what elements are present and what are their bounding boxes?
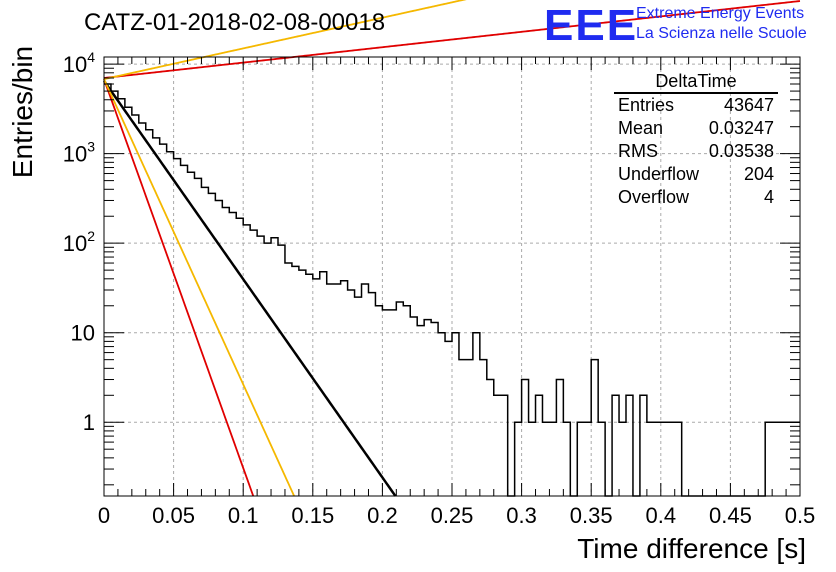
chart-title: CATZ-01-2018-02-08-00018 — [84, 9, 386, 36]
histogram-group — [104, 83, 800, 497]
fit-lines-group — [102, 0, 801, 497]
x-axis-ticks: 0 0.05 0.1 0.15 0.2 0.25 0.3 0.35 0.4 0.45 0.5 — [98, 57, 815, 528]
stats-row: Overflow 4 — [614, 186, 778, 209]
histogram-steps — [104, 83, 800, 497]
stats-value: 43647 — [723, 95, 774, 115]
x-tick-label: 0.1 — [228, 503, 259, 528]
stats-label: Overflow — [618, 187, 690, 207]
stats-row: RMS 0.03538 — [614, 140, 778, 163]
logo-caption: Extreme Energy Events La Scienza nelle S… — [636, 4, 807, 44]
y-tick-label: 102 — [63, 228, 95, 256]
y-axis-label: Entries/bin — [7, 45, 38, 179]
logo-line-1: Extreme Energy Events — [636, 5, 805, 22]
fit-line-yellow-shallow — [103, 0, 467, 81]
stats-rows: Entries 43647 Mean 0.03247 RMS 0.03538 Underfl… — [614, 94, 778, 209]
stats-label: Mean — [618, 118, 664, 138]
logo-line-2: La Scienza nelle Scuole — [636, 25, 807, 42]
fit-line-red-steep — [103, 78, 255, 497]
x-axis-label: Time difference [s] — [577, 533, 806, 564]
y-tick-label: 10 — [71, 321, 95, 346]
y-tick-label: 103 — [63, 139, 95, 167]
stats-label: Entries — [618, 95, 675, 115]
x-tick-label: 0.3 — [506, 503, 537, 528]
stats-title: DeltaTime — [614, 71, 778, 94]
x-tick-label: 0.25 — [431, 503, 474, 528]
stats-row: Mean 0.03247 — [614, 117, 778, 140]
x-tick-label: 0.05 — [152, 503, 195, 528]
stats-label: RMS — [618, 141, 658, 161]
x-tick-label: 0 — [98, 503, 110, 528]
x-tick-label: 0.35 — [570, 503, 613, 528]
fit-line-red-shallow — [103, 0, 801, 79]
stats-value: 0.03538 — [708, 141, 774, 161]
stats-label: Underflow — [618, 164, 700, 184]
y-tick-label: 104 — [63, 49, 95, 77]
x-tick-label: 0.45 — [709, 503, 752, 528]
stats-row: Underflow 204 — [614, 163, 778, 186]
x-tick-label: 0.4 — [646, 503, 677, 528]
stats-box: DeltaTime Entries 43647 Mean 0.03247 RMS 0.03… — [614, 71, 778, 209]
x-tick-label: 0.15 — [291, 503, 334, 528]
x-tick-label: 0.2 — [367, 503, 398, 528]
eee-logo: EEE — [544, 1, 639, 50]
stats-value: 4 — [763, 187, 774, 207]
stats-value: 0.03247 — [708, 118, 774, 138]
stats-value: 204 — [743, 164, 774, 184]
stats-row: Entries 43647 — [614, 94, 778, 117]
x-tick-label: 0.5 — [785, 503, 816, 528]
fit-line-black — [102, 80, 397, 497]
y-tick-label: 1 — [83, 410, 95, 435]
fit-line-yellow-steep — [103, 78, 295, 497]
